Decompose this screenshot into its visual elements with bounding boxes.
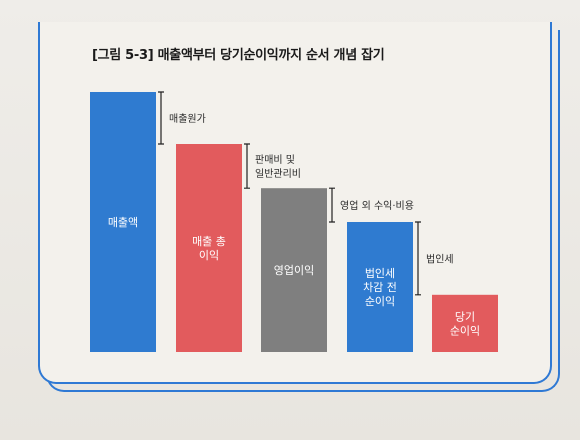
figure-title: [그림 5-3] 매출액부터 당기순이익까지 순서 개념 잡기 xyxy=(92,48,385,63)
bar-label-3: 영업이익 xyxy=(274,264,314,277)
bar-label-2: 매출 총 이익 xyxy=(192,235,226,262)
bracket-3 xyxy=(329,187,335,223)
bracket-1 xyxy=(158,91,164,145)
annotation-1: 매출원가 xyxy=(169,113,206,125)
bracket-4 xyxy=(415,221,421,296)
bar-3 xyxy=(261,188,327,352)
bar-5 xyxy=(432,294,498,352)
annotation-3: 영업 외 수익·비용 xyxy=(340,199,414,212)
bar-label-5: 당기 순이익 xyxy=(450,310,480,337)
bar-label-4: 법인세 차감 전 순이익 xyxy=(363,267,397,308)
bar-2 xyxy=(176,144,242,352)
bar-1 xyxy=(90,92,156,352)
bar-4 xyxy=(347,222,413,352)
bracket-2 xyxy=(244,143,250,189)
annotation-2: 판매비 및 일반관리비 xyxy=(255,154,301,180)
bar-label-1: 매출액 xyxy=(108,216,138,229)
annotation-4: 법인세 xyxy=(426,253,454,265)
